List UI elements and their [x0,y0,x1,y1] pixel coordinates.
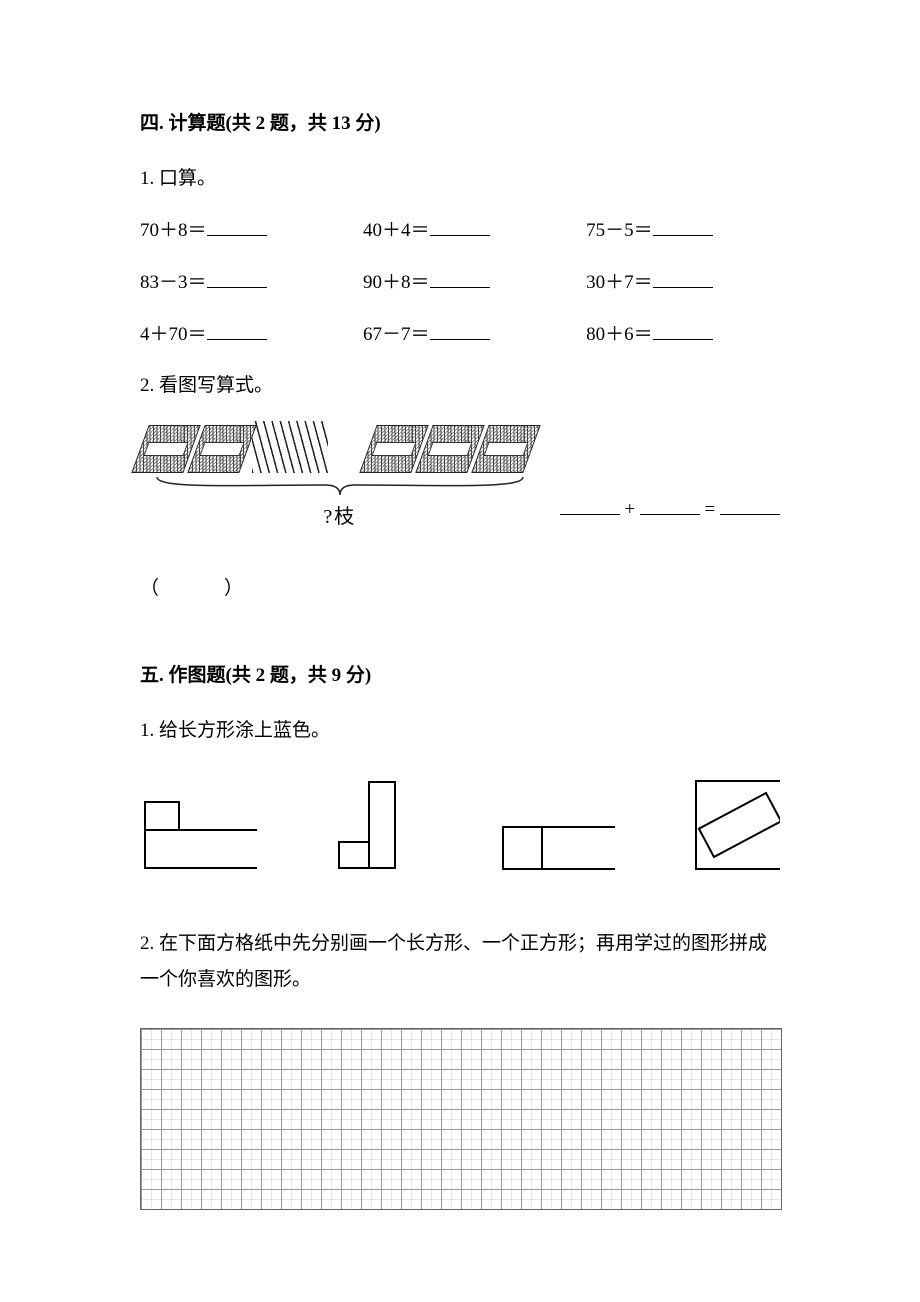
section5-title: 五. 作图题(共 2 题，共 9 分) [140,660,780,687]
calc-row-2: 83－3＝ 90＋8＝ 30＋7＝ [140,266,780,294]
stick-figure: ?枝 [140,421,540,529]
answer-blank[interactable] [640,493,700,515]
plus-sign: + [624,499,635,520]
calc-cell: 4＋70＝ [140,318,363,346]
calc-expr: 80＋6＝ [586,319,653,346]
answer-blank[interactable] [430,318,490,340]
stick-bundle-icon [196,425,248,473]
grid-paper[interactable] [140,1028,782,1210]
calc-expr: 30＋7＝ [586,267,653,294]
s4-q2-paren[interactable]: （ ） [140,573,780,600]
calc-cell: 30＋7＝ [586,266,780,294]
answer-blank[interactable] [560,493,620,515]
calc-cell: 70＋8＝ [140,214,363,242]
worksheet-page: 四. 计算题(共 2 题，共 13 分) 1. 口算。 70＋8＝ 40＋4＝ … [0,0,920,1302]
answer-blank[interactable] [653,318,713,340]
shape-l-icon [337,780,422,870]
stick-bundle-icon [424,425,476,473]
calc-cell: 40＋4＝ [363,214,586,242]
calc-cell: 83－3＝ [140,266,363,294]
calc-expr: 90＋8＝ [363,267,430,294]
calc-expr: 75－5＝ [586,215,653,242]
calc-row-1: 70＋8＝ 40＋4＝ 75－5＝ [140,214,780,242]
brace-caption: ?枝 [140,500,540,529]
shape-step-icon [144,800,257,870]
calc-expr: 67－7＝ [363,319,430,346]
answer-blank[interactable] [430,214,490,236]
calc-expr: 4＋70＝ [140,319,207,346]
s4-q2-label: 2. 看图写算式。 [140,370,780,397]
answer-blank[interactable] [720,493,780,515]
shape-square-rot-rect-icon [695,780,780,870]
s5-q2-label: 2. 在下面方格纸中先分别画一个长方形、一个正方形；再用学过的图形拼成一个你喜欢… [140,926,780,998]
stick-bundle-icon [480,425,532,473]
stick-bundle-icon [140,425,192,473]
brace: ?枝 [140,475,540,529]
answer-blank[interactable] [430,266,490,288]
section4-title: 四. 计算题(共 2 题，共 13 分) [140,108,780,135]
calc-cell: 67－7＝ [363,318,586,346]
s4-q2-equation: + = [560,493,780,521]
answer-blank[interactable] [207,318,267,340]
answer-blank[interactable] [207,266,267,288]
stick-bundle-icon [368,425,420,473]
s4-q1-label: 1. 口算。 [140,163,780,190]
answer-blank[interactable] [653,214,713,236]
loose-sticks-icon [252,421,328,473]
calc-cell: 90＋8＝ [363,266,586,294]
answer-blank[interactable] [653,266,713,288]
calc-cell: 80＋6＝ [586,318,780,346]
calc-row-3: 4＋70＝ 67－7＝ 80＋6＝ [140,318,780,346]
calc-expr: 83－3＝ [140,267,207,294]
s5-q1-label: 1. 给长方形涂上蓝色。 [140,715,780,742]
shapes-row [144,780,780,870]
calc-cell: 75－5＝ [586,214,780,242]
brace-icon [155,475,525,497]
calc-expr: 40＋4＝ [363,215,430,242]
calc-expr: 70＋8＝ [140,215,207,242]
answer-blank[interactable] [207,214,267,236]
s4-q2-figure-row: ?枝 + = [140,421,780,529]
equals-sign: = [705,499,716,520]
left-group [140,421,328,473]
right-group [368,425,532,473]
shape-split-rect-icon [502,826,615,870]
